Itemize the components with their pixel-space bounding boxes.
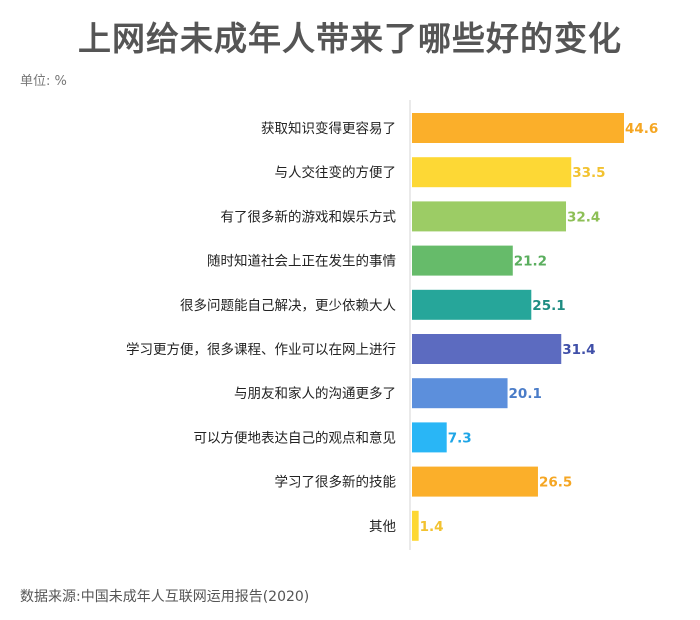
value-label: 32.4 [567,209,600,225]
bar [412,157,572,188]
category-label: 可以方便地表达自己的观点和意见 [194,429,397,446]
value-label: 33.5 [572,165,605,181]
bar [412,334,562,364]
value-label: 20.1 [509,386,542,402]
value-label: 26.5 [539,475,572,491]
bar [412,245,513,276]
bar [412,289,532,320]
category-label: 学习了很多新的技能 [275,474,397,491]
category-label: 学习更方便，很多课程、作业可以在网上进行 [126,341,396,358]
category-label: 其他 [369,519,396,535]
bar [412,510,419,541]
category-label: 很多问题能自己解决，更少依赖大人 [180,297,396,314]
value-label: 21.2 [514,254,547,270]
category-label: 有了很多新的游戏和娱乐方式 [221,208,397,225]
unit-label: 单位: % [20,74,67,89]
category-label: 获取知识变得更容易了 [261,120,396,137]
bar [412,466,538,497]
category-label: 随时知道社会上正在发生的事情 [207,253,396,270]
value-label: 44.6 [625,121,658,137]
value-label: 7.3 [448,430,472,446]
value-label: 25.1 [532,298,565,314]
bar [412,422,447,453]
value-label: 1.4 [420,519,444,535]
category-label: 与人交往变的方便了 [275,164,397,181]
category-label: 与朋友和家人的沟通更多了 [234,385,396,402]
data-source: 数据来源:中国未成年人互联网运用报告(2020) [20,589,310,605]
bars-group: 获取知识变得更容易了 44.6 与人交往变的方便了 33.5 有了很多新的游戏和娱乐方式… [126,113,658,541]
value-label: 31.4 [562,342,595,358]
bar [412,201,567,232]
chart-title: 上网给未成年人带来了哪些好的变化 [78,19,622,58]
bar [412,113,624,143]
bar [412,378,508,409]
